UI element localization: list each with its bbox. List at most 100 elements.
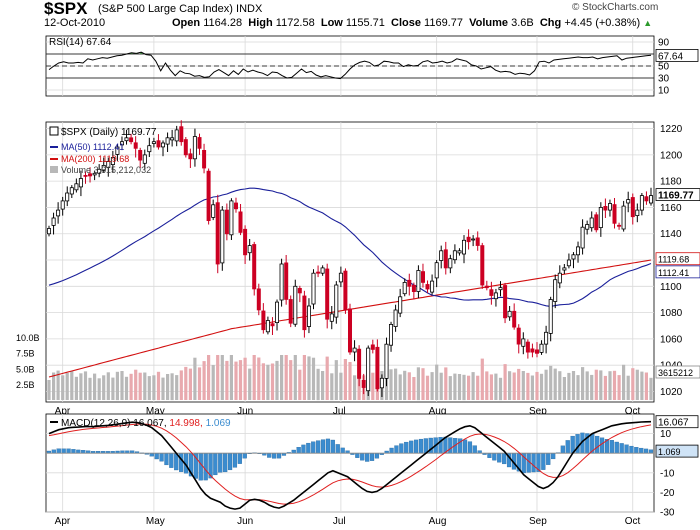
volume-bar [307,356,311,400]
macd-histogram-bar [560,445,565,454]
macd-last-tag-box [655,415,699,429]
candle-body [516,327,521,345]
volume-bar [603,375,607,400]
candle-body [160,142,165,148]
volume-bar [599,370,603,400]
candle-body [151,141,156,144]
volume-bar [503,364,507,400]
candle-body [265,320,270,333]
candle-body [297,287,302,294]
candle-body [256,288,261,311]
macd-frame [45,413,655,513]
volume-bar [184,366,188,400]
candle-body [480,245,485,286]
volume-bar [594,369,598,400]
macd-histogram-bar [472,445,477,454]
volume-bar [275,360,279,400]
macd-histogram-bar [164,453,169,466]
candle-body [466,236,471,243]
macd-histogram-bar [629,445,634,454]
candle-body [142,154,147,164]
volume-bar [585,371,589,400]
macd-histogram-bar [198,453,203,481]
candle-body [420,271,425,283]
candle-body [65,192,70,202]
volume-bar [489,374,493,400]
candle-body [284,262,289,300]
macd-histogram-bar [51,449,56,454]
macd-histogram-bar [61,448,66,454]
candle-body [535,349,540,354]
volume-bar [467,375,471,400]
candle-body [484,285,489,289]
rsi-title: RSI(14) 67.64 [49,37,112,48]
volume-bar [134,369,138,400]
macd-histogram-bar [487,453,492,458]
candle-body [334,284,339,318]
candle-body [288,299,293,324]
volume-tick-2: 5.0B [16,364,35,374]
copyright: © StockCharts.com [572,2,659,13]
candle-body [197,137,202,149]
volume-bar [631,368,635,400]
volume-bar [280,355,284,400]
macd-histogram-bar [497,453,502,463]
macd-month-May: May [146,516,165,527]
volume-bar [166,374,170,400]
candle-body [402,281,407,295]
volume-bar [188,368,192,400]
volume-tick-1: 7.5B [16,349,35,359]
volume-bar [293,355,297,400]
volume-bar [56,370,60,400]
volume-bar [97,378,101,400]
volume-bar [407,372,411,400]
volume-bar [539,373,544,400]
volume-value: 3.6B [511,17,534,29]
candle-body [649,195,654,204]
volume-bar [457,374,462,400]
candle-body [78,178,83,188]
candle-body [608,203,613,211]
volume-bar [193,357,197,400]
volume-bar [120,371,124,400]
volume-bar [635,369,639,400]
candle-body [215,202,220,265]
volume-bar [202,361,206,400]
candle-body [617,224,622,227]
volume-bar [567,372,571,400]
volume-bar [61,375,65,400]
volume-bar [124,376,129,400]
candle-body [69,187,74,195]
volume-bar [298,369,302,400]
legend-candle-icon [49,126,59,136]
volume-bar [398,374,402,400]
volume-bar [412,377,416,400]
volume-bar [111,377,115,400]
macd-histogram-bar [595,435,600,454]
candle-body [293,285,298,325]
candle-body [106,160,111,168]
volume-bar [252,355,256,400]
volume-bar [576,375,580,400]
volume-bar [83,371,88,400]
volume-bar [74,376,78,400]
volume-bar [302,355,306,400]
candle-body [270,323,275,327]
candle-body [129,137,134,143]
volume-bar [289,360,293,400]
volume-bar [371,372,375,400]
candle-body [530,348,535,353]
macd-tick--20: -20 [660,488,675,499]
macd-histogram-bar [365,453,370,462]
candle-body [357,348,362,379]
candle-body [635,209,640,217]
candle-body [60,200,65,210]
volume-bar [220,355,224,400]
volume-bar [88,377,92,401]
candle-body [325,268,330,320]
volume-bar [581,367,585,400]
candle-body [503,285,508,319]
up-arrow-icon: ▲ [643,18,653,28]
macd-histogram-bar [374,453,380,459]
price-tick-1060: 1060 [660,334,683,345]
